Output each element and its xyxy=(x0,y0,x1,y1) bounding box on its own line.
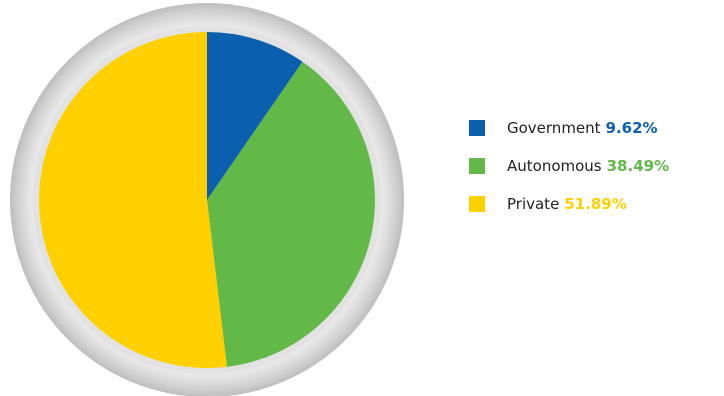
legend-value-private: 51.89% xyxy=(564,195,627,213)
legend-item-private: Private 51.89% xyxy=(469,192,669,216)
pie-slice-autonomous xyxy=(207,61,375,367)
legend-value-autonomous: 38.49% xyxy=(606,157,670,175)
legend-swatch-government xyxy=(469,120,485,136)
pie-slice-government xyxy=(207,32,303,200)
legend: Government 9.62% Autonomous 38.49% Priva… xyxy=(469,116,669,230)
legend-swatch-private xyxy=(469,196,485,212)
legend-item-autonomous: Autonomous 38.49% xyxy=(469,154,669,178)
legend-value-government: 9.62% xyxy=(605,119,658,137)
legend-label-private: Private xyxy=(507,195,560,213)
legend-swatch-autonomous xyxy=(469,158,485,174)
legend-label-government: Government xyxy=(507,119,601,137)
legend-label-autonomous: Autonomous xyxy=(507,157,602,175)
pie-slice-private xyxy=(39,32,227,368)
pie-slices xyxy=(39,32,375,368)
legend-item-government: Government 9.62% xyxy=(469,116,669,140)
